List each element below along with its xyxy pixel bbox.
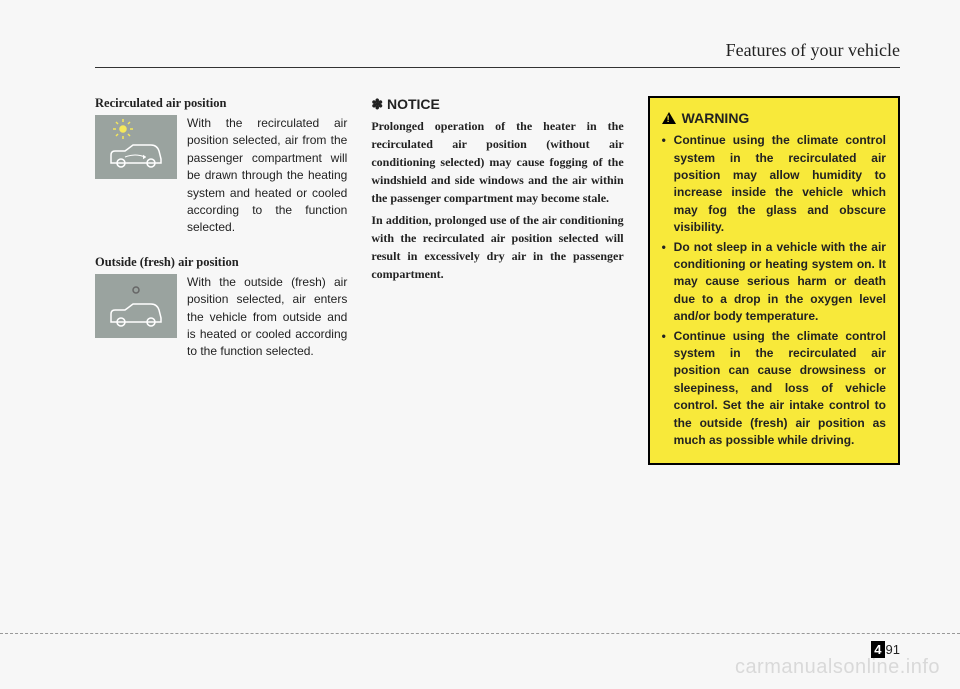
recirc-block: With the recirculated air position selec… xyxy=(95,115,347,237)
column-2: ✽ NOTICE Prolonged operation of the heat… xyxy=(371,96,623,465)
warning-item: Do not sleep in a vehicle with the air c… xyxy=(662,239,886,326)
notice-heading: ✽ NOTICE xyxy=(371,96,623,113)
notice-mark: ✽ xyxy=(371,96,383,112)
warning-title: WARNING xyxy=(662,108,886,128)
notice-p2: In addition, prolonged use of the air co… xyxy=(371,211,623,283)
watermark: carmanualsonline.info xyxy=(735,656,940,679)
recirc-heading: Recirculated air position xyxy=(95,96,347,111)
outside-text: With the outside (fresh) air position se… xyxy=(187,274,347,361)
recirc-text: With the recirculated air position selec… xyxy=(187,115,347,237)
recirc-icon xyxy=(95,115,177,179)
column-3: WARNING Continue using the climate con­t… xyxy=(648,96,900,465)
notice-label: NOTICE xyxy=(387,96,440,112)
page-no: 91 xyxy=(886,642,900,657)
outside-heading: Outside (fresh) air position xyxy=(95,255,347,270)
column-1: Recirculated air position xyxy=(95,96,347,465)
warning-triangle-icon xyxy=(662,112,676,124)
chapter-title: Features of your vehicle xyxy=(95,40,900,68)
warning-item: Continue using the climate con­trol syst… xyxy=(662,132,886,236)
notice-body: Prolonged operation of the heater in the… xyxy=(371,117,623,283)
page-number: 491 xyxy=(871,642,900,657)
warning-box: WARNING Continue using the climate con­t… xyxy=(648,96,900,465)
outside-block: With the outside (fresh) air position se… xyxy=(95,274,347,361)
outside-icon xyxy=(95,274,177,338)
manual-page: Features of your vehicle Recirculated ai… xyxy=(0,0,960,689)
notice-p1: Prolonged operation of the heater in the… xyxy=(371,117,623,207)
content-columns: Recirculated air position xyxy=(95,96,900,465)
warning-list: Continue using the climate con­trol syst… xyxy=(662,132,886,449)
warning-label: WARNING xyxy=(682,108,750,128)
warning-item: Continue using the climate con­trol syst… xyxy=(662,328,886,450)
footer-divider xyxy=(0,633,960,634)
